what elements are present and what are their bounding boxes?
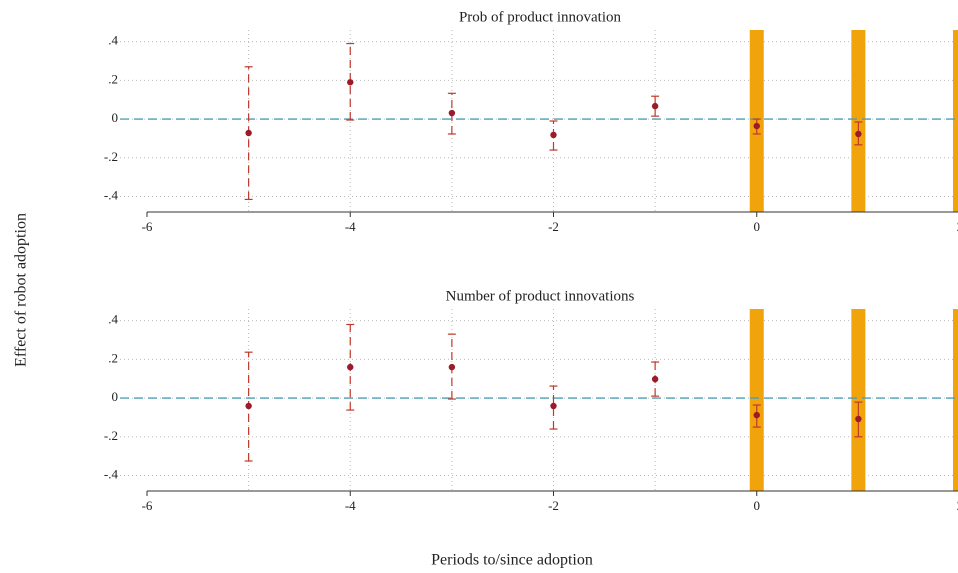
y-tick-label: -.2 (104, 428, 118, 443)
x-tick-label: -6 (142, 498, 153, 513)
point (550, 402, 557, 410)
point (448, 109, 456, 117)
y-tick-label: .4 (108, 33, 118, 48)
point (550, 131, 557, 139)
point (347, 363, 354, 371)
x-tick-label: -2 (548, 498, 559, 513)
x-tick-label: 0 (754, 219, 761, 234)
x-axis-label: Periods to/since adoption (431, 552, 593, 569)
x-tick-label: -6 (142, 219, 153, 234)
x-tick-label: -4 (345, 498, 356, 513)
point (753, 411, 760, 419)
y-tick-label: -.4 (104, 187, 119, 202)
x-tick-label: 2 (957, 498, 958, 513)
x-tick-label: -2 (548, 219, 559, 234)
highlight-bar (851, 30, 866, 212)
point (855, 415, 862, 423)
y-axis-label: Effect of robot adoption (13, 213, 30, 367)
y-tick-label: -.4 (104, 466, 119, 481)
highlight-bar (953, 30, 958, 212)
point (347, 79, 354, 86)
x-tick-label: 0 (754, 498, 761, 513)
point (448, 363, 456, 371)
highlight-bar (749, 309, 764, 491)
y-tick-label: .2 (108, 71, 118, 86)
point (651, 102, 659, 110)
highlight-bar (953, 309, 958, 491)
x-tick-label: -4 (345, 219, 356, 234)
y-tick-label: .4 (108, 312, 118, 327)
y-tick-label: 0 (112, 389, 119, 404)
y-tick-label: 0 (112, 110, 119, 125)
point (245, 129, 252, 137)
point (245, 402, 252, 410)
chart-title: Prob of product innovation (459, 9, 622, 25)
point (753, 122, 760, 130)
point (651, 375, 659, 383)
y-tick-label: .2 (108, 350, 118, 365)
chart-title: Number of product innovations (446, 288, 635, 304)
y-tick-label: -.2 (104, 149, 118, 164)
highlight-bar (851, 309, 866, 491)
x-tick-label: 2 (957, 219, 958, 234)
point (855, 130, 862, 138)
